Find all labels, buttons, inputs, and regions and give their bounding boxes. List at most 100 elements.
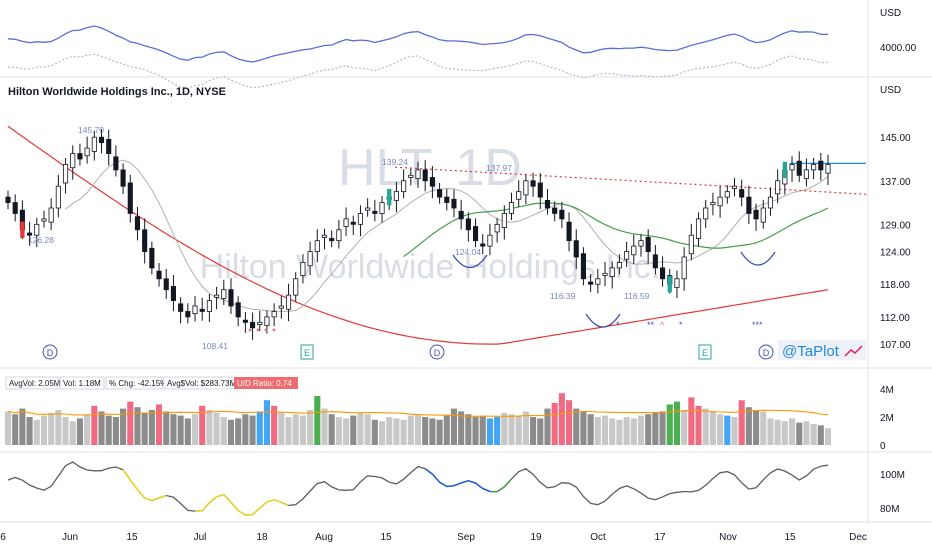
watermark-name: Hilton Worldwide Holdings Inc.: [200, 248, 660, 286]
candle: [703, 199, 709, 229]
candle: [336, 219, 342, 249]
time-tick: 19: [530, 532, 542, 543]
brand-label: @TaPlot: [782, 343, 840, 360]
lower-indicator-green-segment: [489, 478, 513, 493]
highlight-candle: [387, 188, 392, 206]
svg-text:D: D: [47, 348, 54, 358]
candle: [796, 151, 802, 182]
volume-bar: [788, 418, 796, 445]
volume-bar: [601, 415, 609, 445]
candle: [242, 311, 248, 333]
dividend-badge[interactable]: D: [758, 344, 774, 360]
candle: [501, 205, 507, 240]
candle: [516, 180, 522, 208]
volume-bar: [69, 421, 76, 445]
candle: [393, 181, 399, 213]
volume-bar: [745, 407, 752, 445]
candle: [27, 221, 33, 246]
candle: [487, 223, 493, 256]
candle: [149, 241, 155, 275]
volume-bar: [127, 401, 134, 445]
volume-bar: [781, 421, 788, 445]
earnings-badge[interactable]: E: [300, 344, 314, 360]
volume-bar: [738, 400, 745, 445]
relative-strength-line: [7, 25, 829, 63]
svg-text:*: *: [679, 320, 683, 330]
candle: [508, 192, 515, 220]
stat-pct-chg: % Chg: -42.15%: [109, 379, 167, 388]
price-tick: 118.00: [880, 280, 910, 291]
candle: [674, 270, 680, 299]
resistance-trendline[interactable]: [394, 166, 869, 195]
annotation-low-3: 124.04: [455, 247, 481, 257]
candle: [170, 274, 176, 312]
candle: [544, 188, 551, 215]
volume-bar: [220, 417, 227, 445]
volume-bar: [191, 414, 199, 445]
volume-bar: [170, 414, 177, 445]
volume-bar: [565, 400, 573, 445]
price-axis[interactable]: 145.00 137.00 129.00 124.00 118.00 112.00 107.…: [880, 133, 911, 351]
candle: [458, 199, 464, 230]
stat-avg-vol: AvgVol: 2.05M: [9, 379, 61, 388]
candle: [573, 229, 579, 269]
price-tick: 107.00: [880, 340, 911, 351]
svg-text:*: *: [616, 320, 620, 330]
candle: [688, 223, 694, 261]
volume-bar: [688, 397, 695, 445]
lower-indicator-yellow-segment: [122, 469, 289, 516]
candle: [825, 154, 831, 186]
candle: [789, 156, 795, 182]
earnings-badge[interactable]: E: [698, 344, 712, 360]
volume-bar: [587, 414, 594, 445]
candle: [767, 187, 774, 216]
volume-bar: [371, 419, 378, 445]
candle: [34, 217, 40, 248]
time-axis[interactable]: 6 Jun 15 Jul 18 Aug 15 Sep 19 Oct 17 Nov 15 Dec: [0, 532, 867, 543]
lower-indicator-blue-segment: [424, 468, 491, 493]
dividend-badge[interactable]: D: [42, 344, 58, 360]
candle: [803, 158, 809, 187]
volume-bar: [616, 419, 623, 445]
svg-text:E: E: [304, 348, 310, 358]
time-tick: Jul: [194, 532, 207, 543]
candle: [731, 178, 738, 197]
time-tick: Sep: [457, 532, 475, 543]
volume-bar: [760, 411, 767, 445]
volume-bar: [400, 419, 407, 445]
volume-bar: [558, 393, 565, 445]
dividend-badge[interactable]: D: [429, 344, 445, 360]
volume-bar: [530, 417, 537, 445]
svg-text:E: E: [702, 348, 708, 358]
volume-bar: [630, 418, 637, 445]
volume-bar: [55, 410, 62, 445]
volume-bar: [19, 408, 26, 445]
candle: [214, 286, 220, 310]
candle: [444, 188, 450, 211]
volume-bar: [695, 405, 702, 445]
volume-bar: [91, 405, 98, 445]
price-tick: 137.00: [880, 177, 911, 188]
svg-text:^: ^: [660, 320, 665, 330]
volume-bar: [407, 415, 414, 445]
volume-bar: [673, 401, 681, 445]
svg-text:***: ***: [752, 320, 763, 330]
watermark-ticker: HLT, 1D: [338, 139, 522, 197]
volume-bars: [4, 393, 832, 445]
candle: [271, 303, 277, 327]
volume-bar: [393, 418, 400, 445]
candle: [624, 241, 630, 268]
volume-bar: [666, 404, 673, 445]
svg-text:D: D: [763, 348, 770, 358]
volume-bar: [573, 408, 580, 445]
time-tick: 17: [654, 532, 666, 543]
stat-ud-ratio: U/D Ratio: 0.74: [237, 379, 292, 388]
highlight-candle: [782, 161, 787, 179]
candle: [472, 218, 479, 248]
volume-bar: [155, 404, 163, 445]
candle: [775, 169, 781, 204]
candle: [199, 297, 205, 321]
symbol-title[interactable]: Hilton Worldwide Holdings Inc., 1D, NYSE: [8, 86, 226, 98]
